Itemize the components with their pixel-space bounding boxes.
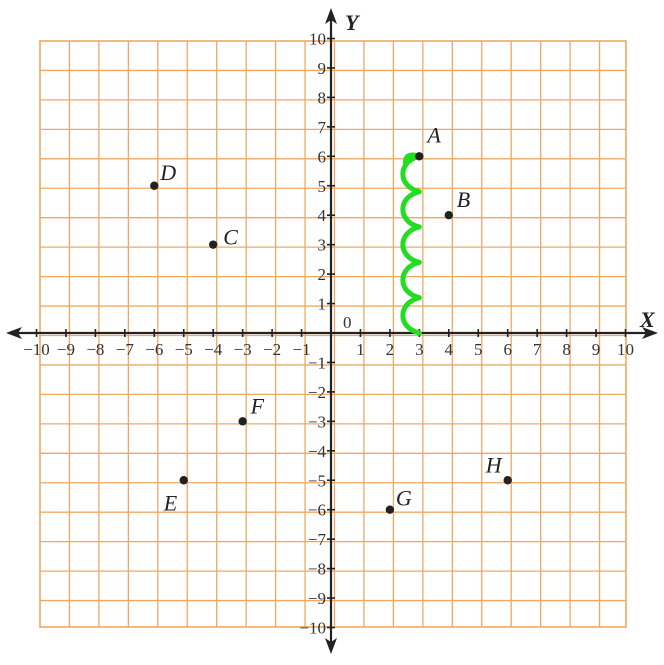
x-tick-label: −9 xyxy=(57,340,75,359)
point-label-f: F xyxy=(250,393,265,418)
y-tick-label: 4 xyxy=(318,206,327,225)
x-tick-label: 8 xyxy=(562,340,571,359)
y-tick-label: −6 xyxy=(308,501,326,520)
point-g xyxy=(385,505,395,514)
x-tick-label: 10 xyxy=(617,340,634,359)
y-tick-label: 7 xyxy=(318,118,327,137)
y-tick-label: 3 xyxy=(318,236,327,255)
x-axis-left-arrow-icon xyxy=(6,327,22,339)
x-tick-label: −8 xyxy=(86,340,104,359)
y-axis-up-arrow-icon xyxy=(325,8,337,24)
x-tick-label: 6 xyxy=(503,340,512,359)
x-tick-label: −5 xyxy=(175,340,193,359)
x-tick-label: −3 xyxy=(234,340,252,359)
y-tick-label: 10 xyxy=(309,30,326,49)
y-tick-label: −8 xyxy=(308,560,326,579)
x-axis-label: X xyxy=(639,307,656,332)
origin-label: 0 xyxy=(343,313,352,332)
point-label-h: H xyxy=(485,452,503,477)
x-tick-label: 3 xyxy=(415,340,424,359)
point-d xyxy=(150,181,159,190)
x-axis-right-arrow-icon xyxy=(642,327,658,339)
y-tick-label: −5 xyxy=(308,471,326,490)
x-tick-label: 9 xyxy=(592,340,601,359)
y-tick-label: −4 xyxy=(308,442,327,461)
y-tick-label: 2 xyxy=(318,265,327,284)
x-tick-label: −1 xyxy=(293,340,311,359)
point-e xyxy=(179,476,188,485)
y-tick-label: −9 xyxy=(308,589,326,608)
point-c xyxy=(209,240,218,249)
y-tick-label: 9 xyxy=(318,59,327,78)
tick-labels: −10 −9 −8 −7 −6 −5 −4 −3 −2 −1 1 2 3 4 5 6 7 8 9 1010987654… xyxy=(23,10,656,638)
point-label-d: D xyxy=(159,160,176,185)
y-tick-label: 5 xyxy=(318,177,327,196)
y-axis-down-arrow-icon xyxy=(325,638,337,654)
point-f xyxy=(238,417,247,426)
point-label-a: A xyxy=(425,122,441,147)
x-tick-label: 7 xyxy=(533,340,542,359)
point-h xyxy=(503,476,512,485)
x-tick-label: 5 xyxy=(474,340,483,359)
point-label-b: B xyxy=(457,187,470,212)
axes xyxy=(6,8,658,654)
x-tick-label: −7 xyxy=(116,340,135,359)
y-axis-label: Y xyxy=(345,10,361,35)
x-tick-label: −4 xyxy=(204,340,223,359)
y-tick-label: −1 xyxy=(308,353,326,372)
x-tick-label: −6 xyxy=(145,340,163,359)
y-tick-label: 8 xyxy=(318,88,327,107)
points: A B C D E F G H xyxy=(150,122,512,515)
y-tick-label: 6 xyxy=(318,147,327,166)
y-tick-label: −10 xyxy=(299,619,326,638)
x-tick-label: −10 xyxy=(23,340,50,359)
y-tick-label: 1 xyxy=(318,295,327,314)
point-label-e: E xyxy=(163,490,178,515)
x-tick-label: 2 xyxy=(386,340,395,359)
y-tick-label: −7 xyxy=(308,530,327,549)
x-tick-label: 4 xyxy=(445,340,454,359)
point-label-c: C xyxy=(223,225,238,250)
y-tick-label: −2 xyxy=(308,383,326,402)
point-b xyxy=(444,211,453,220)
x-tick-label: 1 xyxy=(356,340,365,359)
y-tick-label: −3 xyxy=(308,412,326,431)
x-tick-label: −2 xyxy=(263,340,281,359)
point-label-g: G xyxy=(396,486,412,511)
point-a xyxy=(415,152,424,161)
